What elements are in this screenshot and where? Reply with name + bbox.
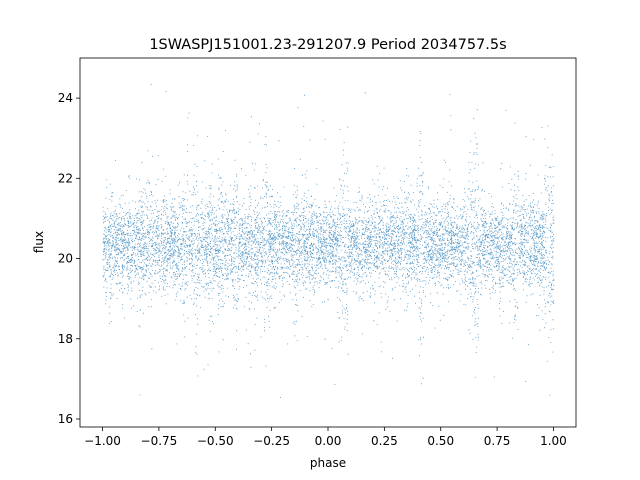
x-tick-label: −0.50 xyxy=(197,434,234,448)
y-axis-label: flux xyxy=(32,231,46,253)
x-tick-label: −0.75 xyxy=(141,434,178,448)
y-tick-label: 18 xyxy=(58,332,73,346)
x-tick-label: 0.25 xyxy=(371,434,398,448)
y-tick-label: 24 xyxy=(58,91,73,105)
x-axis-label: phase xyxy=(310,456,346,470)
y-tick-label: 22 xyxy=(58,171,73,185)
x-tick-label: 0.00 xyxy=(315,434,342,448)
x-tick-label: −0.25 xyxy=(253,434,290,448)
x-tick-label: 1.00 xyxy=(540,434,567,448)
chart-title: 1SWASPJ151001.23-291207.9 Period 2034757… xyxy=(149,37,506,53)
x-tick-label: 0.75 xyxy=(484,434,511,448)
x-tick-label: −1.00 xyxy=(84,434,121,448)
x-axis: −1.00 −0.75 −0.50 −0.25 0.00 0.25 0.50 0.75 1.00 xyxy=(84,427,567,448)
y-axis: 16 18 20 22 24 xyxy=(58,91,80,426)
x-tick-label: 0.50 xyxy=(427,434,454,448)
y-tick-label: 16 xyxy=(58,412,73,426)
y-tick-label: 20 xyxy=(58,252,73,266)
